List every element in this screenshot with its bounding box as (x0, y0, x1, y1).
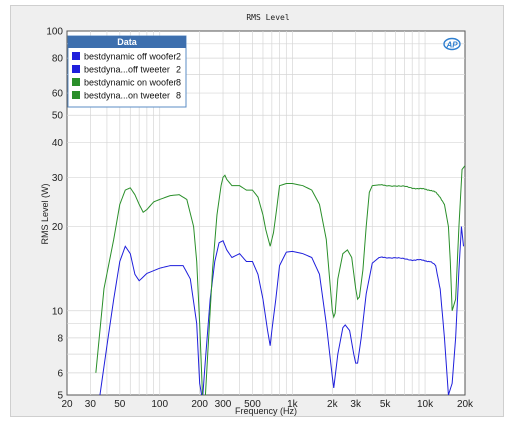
legend-swatch (72, 65, 80, 73)
tick-labels: 20 30 50 100 200 300 500 1k 2k 3k 5k 10k 20k 5 6 8 10 20 3… (46, 27, 474, 411)
y-tick-label: 60 (52, 89, 64, 100)
legend-entry-label: bestdynamic on woofer (84, 78, 177, 88)
x-tick-label: 300 (215, 399, 232, 410)
legend-entry-channel: 8 (176, 78, 181, 88)
legend-swatch (72, 52, 80, 60)
chart-title: RMS Level (246, 13, 290, 22)
legend-entry-label: bestdynamic off woofer (84, 52, 176, 62)
legend-swatch (72, 78, 80, 86)
legend-swatch (72, 91, 80, 99)
x-tick-label: 1k (287, 399, 299, 410)
ap-logo: AP (443, 37, 461, 51)
y-tick-label: 8 (57, 333, 63, 344)
x-tick-label: 30 (85, 399, 97, 410)
ap-logo-text: AP (445, 41, 458, 50)
x-axis-label: Frequency (Hz) (235, 406, 297, 416)
x-tick-label: 100 (151, 399, 168, 410)
y-tick-label: 40 (52, 138, 64, 149)
y-axis-label: RMS Level (W) (40, 183, 50, 244)
x-tick-label: 20 (61, 399, 73, 410)
x-tick-label: 50 (114, 399, 126, 410)
x-tick-label: 20k (457, 399, 474, 410)
x-tick-label: 200 (191, 399, 208, 410)
legend-entry-label: bestdyna...off tweeter (84, 65, 170, 75)
x-tick-label: 500 (244, 399, 261, 410)
legend-entry-channel: 2 (176, 65, 181, 75)
x-tick-label: 3k (350, 399, 362, 410)
y-tick-label: 80 (52, 54, 64, 65)
series-line (95, 165, 465, 395)
series-lines (95, 165, 465, 395)
y-tick-label: 5 (57, 391, 63, 402)
x-tick-label: 10k (417, 399, 434, 410)
x-tick-label: 2k (327, 399, 339, 410)
y-tick-label: 6 (57, 368, 63, 379)
y-tick-label: 30 (52, 173, 64, 184)
y-tick-label: 10 (52, 306, 64, 317)
legend-title: Data (117, 37, 138, 47)
y-tick-label: 50 (52, 111, 64, 122)
legend-header (68, 36, 186, 48)
legend[interactable]: Data bestdynamic off woofer 2 bestdyna...o… (67, 35, 187, 108)
y-tick-label: 100 (46, 27, 63, 38)
legend-entry-label: bestdyna...on tweeter (84, 91, 170, 101)
x-tick-label: 5k (380, 399, 392, 410)
legend-entry-channel: 8 (176, 91, 181, 101)
legend-entry-channel: 2 (176, 52, 181, 62)
series-line (99, 226, 465, 395)
y-tick-label: 20 (52, 222, 64, 233)
ap-logo-icon (443, 37, 461, 51)
